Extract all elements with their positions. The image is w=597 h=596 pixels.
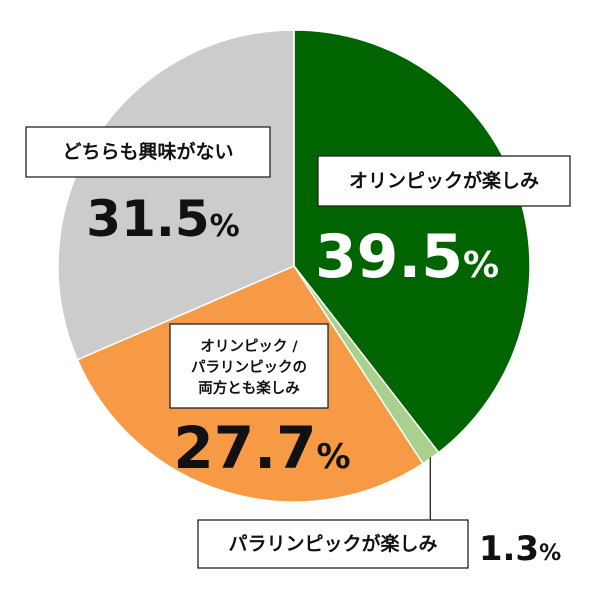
label-box-0 <box>317 155 571 207</box>
slice-label-3: どちらも興味がない <box>25 126 271 178</box>
label-box-3 <box>25 126 271 178</box>
slice-label-1: パラリンピックが楽しみ <box>197 519 469 569</box>
percent-sign-2: % <box>317 437 351 477</box>
percent-value-3: 31.5 <box>86 190 209 248</box>
label-box-1 <box>197 519 469 569</box>
label-text-3-0: どちらも興味がない <box>62 140 233 163</box>
percent-sign-0: % <box>463 245 499 286</box>
label-text-2-2: 両方とも楽しみ <box>198 379 300 397</box>
label-box-2 <box>169 323 329 409</box>
percent-label-2: 27.7% <box>173 414 350 482</box>
percent-value-0: 39.5 <box>315 222 463 292</box>
percent-value-2: 27.7 <box>173 414 316 482</box>
percent-value-1: 1.3 <box>479 529 539 569</box>
percent-sign-1: % <box>539 541 561 566</box>
slice-label-0: オリンピックが楽しみ <box>317 155 571 207</box>
percent-sign-3: % <box>210 209 240 244</box>
label-text-2-1: パラリンピックの <box>191 359 307 376</box>
label-text-0-0: オリンピックが楽しみ <box>349 169 539 192</box>
percent-label-0: 39.5% <box>315 222 499 292</box>
percent-label-1: 1.3% <box>479 529 561 569</box>
slice-labels: オリンピックが楽しみ 39.5% パラリンピックが楽しみ 1.3% オリンピック / パラ… <box>25 126 571 569</box>
label-text-2-0: オリンピック / <box>200 338 298 355</box>
label-text-1-0: パラリンピックが楽しみ <box>228 532 437 555</box>
percent-label-3: 31.5% <box>86 190 239 248</box>
